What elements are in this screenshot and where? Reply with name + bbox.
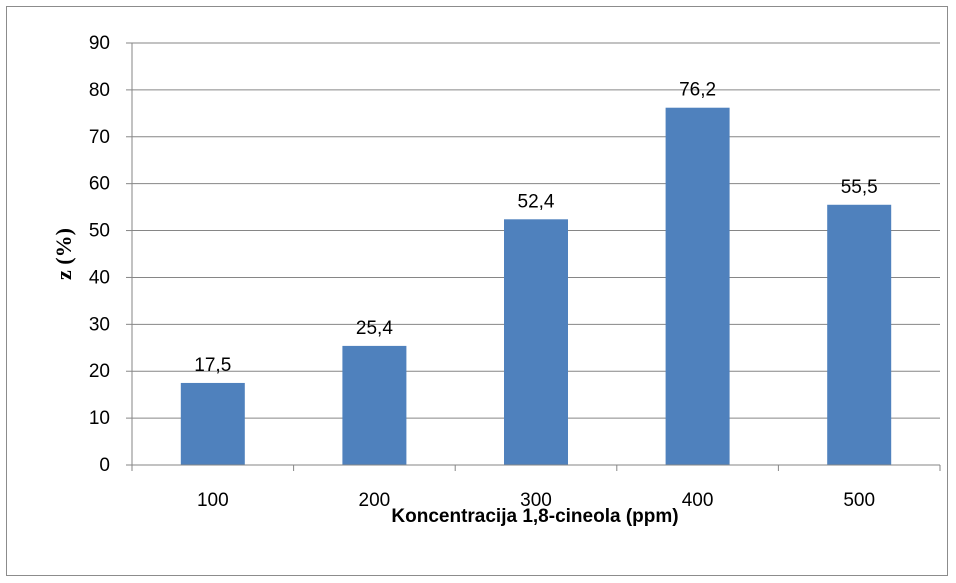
data-label-500: 55,5 xyxy=(841,177,878,198)
y-tick-label-60: 60 xyxy=(89,174,110,195)
x-tick-label-400: 400 xyxy=(682,490,714,511)
data-label-200: 25,4 xyxy=(356,318,393,339)
y-tick-label-50: 50 xyxy=(89,221,110,242)
y-tick-label-40: 40 xyxy=(89,267,110,288)
bars xyxy=(180,107,892,465)
x-tick-labels: 100 200 300 400 500 xyxy=(197,490,875,511)
y-tick-label-0: 0 xyxy=(99,455,110,476)
data-label-400: 76,2 xyxy=(679,80,716,101)
y-tick-label-80: 80 xyxy=(89,80,110,101)
y-tick-label-30: 30 xyxy=(89,314,110,335)
x-tick-label-500: 500 xyxy=(843,490,875,511)
x-axis-title: Koncentracija 1,8-cineola (ppm) xyxy=(391,506,678,527)
x-tick-label-200: 200 xyxy=(359,490,391,511)
axes xyxy=(126,42,941,471)
bar-300 xyxy=(504,219,568,465)
y-tick-labels: 0 10 20 30 40 50 60 70 80 90 xyxy=(89,33,110,476)
data-label-100: 17,5 xyxy=(194,355,231,376)
bar-500 xyxy=(827,204,892,465)
chart-frame xyxy=(6,6,948,576)
gridlines xyxy=(132,42,940,419)
y-axis-title: z (%) xyxy=(51,228,76,280)
bar-400 xyxy=(665,107,730,465)
data-label-300: 52,4 xyxy=(518,191,555,212)
y-tick-label-90: 90 xyxy=(89,33,110,54)
x-tick-label-300: 300 xyxy=(520,490,552,511)
x-tick-label-100: 100 xyxy=(197,490,229,511)
y-tick-label-20: 20 xyxy=(89,361,110,382)
y-tick-label-10: 10 xyxy=(89,408,110,429)
bar-200 xyxy=(342,345,407,465)
data-labels: 17,5 25,4 52,4 76,2 55,5 xyxy=(194,80,877,376)
y-tick-label-70: 70 xyxy=(89,127,110,148)
bar-100 xyxy=(180,382,245,465)
